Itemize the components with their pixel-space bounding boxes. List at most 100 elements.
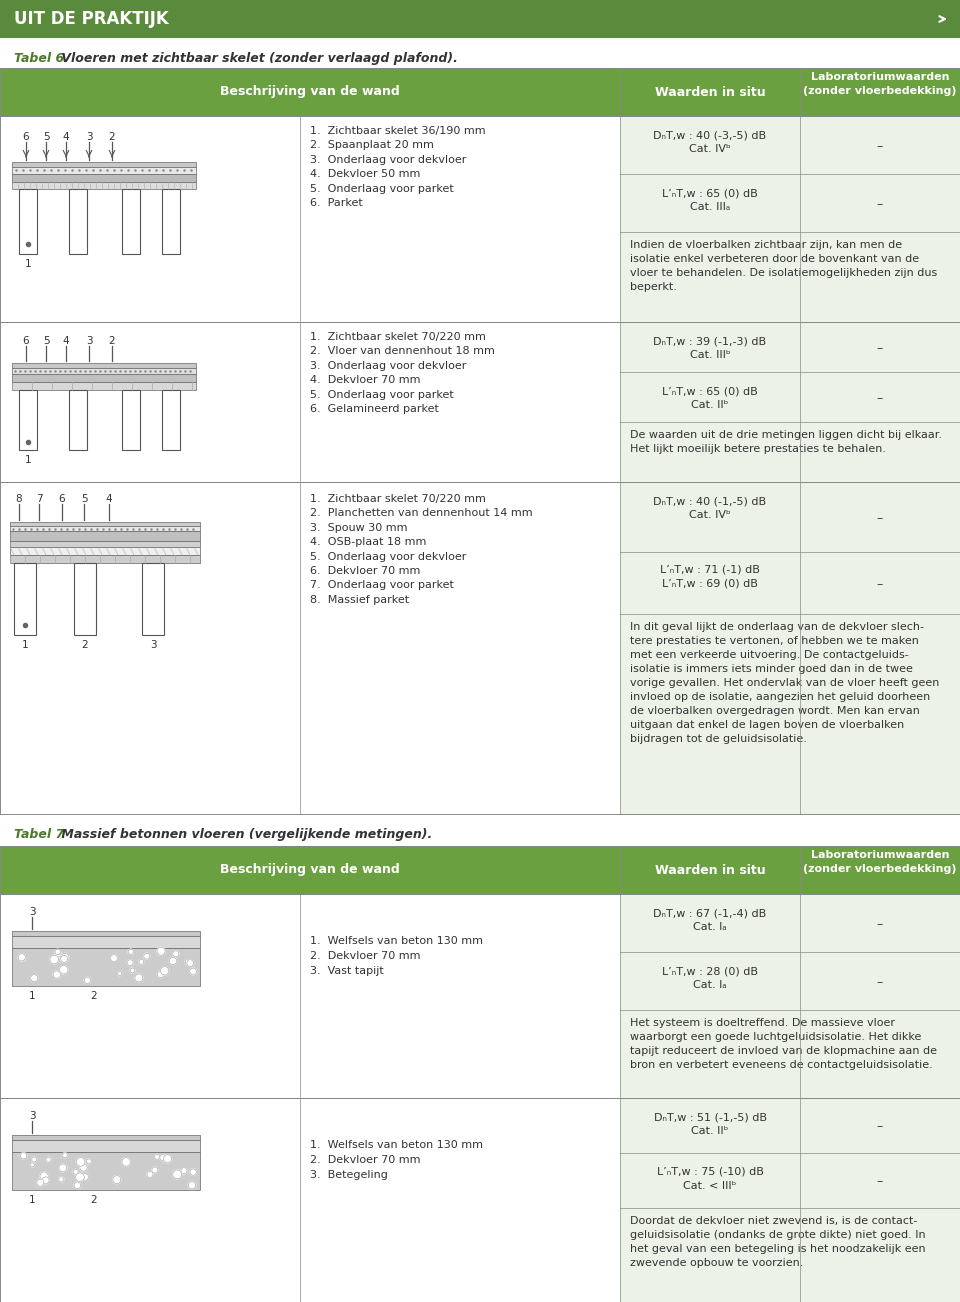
Text: 3: 3 [29,907,36,917]
Circle shape [36,1180,44,1186]
Text: Cat. IVᵇ: Cat. IVᵇ [689,145,731,154]
Circle shape [110,954,117,962]
Bar [620,68,800,116]
Text: 1: 1 [29,991,36,1001]
Bar [10,522,200,526]
Circle shape [20,1152,27,1159]
Text: Doordat de dekvloer niet zwevend is, is de contact-
geluidsisolatie (ondanks de : Doordat de dekvloer niet zwevend is, is … [630,1216,925,1268]
Text: 8: 8 [15,493,22,504]
Circle shape [173,950,179,957]
Text: 4: 4 [62,336,69,346]
Bar [620,1098,800,1154]
Text: Tabel 7: Tabel 7 [14,828,64,841]
Bar [10,531,200,542]
Bar [122,189,140,254]
Text: L’ₙT,w : 65 (0) dB: L’ₙT,w : 65 (0) dB [662,385,757,396]
Bar [12,182,196,189]
Bar [19,391,37,450]
Circle shape [18,954,25,961]
Text: Beschrijving van de wand: Beschrijving van de wand [220,863,400,876]
Bar [12,174,196,182]
Bar [620,1154,800,1208]
Text: L’ₙT,w : 71 (-1) dB: L’ₙT,w : 71 (-1) dB [660,564,760,574]
Circle shape [40,1172,48,1181]
Text: 5: 5 [42,132,49,142]
Circle shape [128,960,133,966]
Circle shape [59,1177,64,1182]
Circle shape [55,949,60,954]
Bar [0,322,620,482]
Text: 6: 6 [59,493,65,504]
Bar [74,562,96,635]
Text: UIT DE PRAKTIJK: UIT DE PRAKTIJK [14,10,169,29]
Text: L’ₙT,w : 28 (0) dB: L’ₙT,w : 28 (0) dB [662,966,758,976]
Circle shape [155,1155,159,1159]
Text: De waarden uit de drie metingen liggen dicht bij elkaar.
Het lijkt moeilijk bete: De waarden uit de drie metingen liggen d… [630,430,942,454]
Text: 1: 1 [25,259,32,270]
Text: Cat. IIᵇ: Cat. IIᵇ [691,1126,729,1137]
Text: In dit geval lijkt de onderlaag van de dekvloer slech-
tere prestaties te verton: In dit geval lijkt de onderlaag van de d… [630,622,940,743]
Circle shape [152,1167,157,1173]
Bar [12,161,196,167]
Text: 4: 4 [62,132,69,142]
Bar [12,374,196,381]
Circle shape [77,1157,84,1167]
Text: 7: 7 [36,493,42,504]
Circle shape [42,1177,49,1184]
Text: Massief betonnen vloeren (vergelijkende metingen).: Massief betonnen vloeren (vergelijkende … [57,828,432,841]
Text: 3: 3 [85,336,92,346]
Bar [800,482,960,552]
Circle shape [46,1157,51,1163]
Text: Cat. IVᵇ: Cat. IVᵇ [689,510,731,519]
Text: –: – [876,918,883,931]
Bar [0,846,620,894]
Circle shape [31,1163,35,1167]
Circle shape [159,1155,166,1160]
Circle shape [76,1173,84,1181]
Bar [12,1135,200,1141]
Circle shape [31,975,37,982]
Bar [620,422,960,482]
Text: –: – [876,1121,883,1134]
Circle shape [59,1164,67,1172]
Bar [800,174,960,232]
Circle shape [163,1155,172,1163]
Text: DₙT,w : 40 (-3,-5) dB: DₙT,w : 40 (-3,-5) dB [654,130,767,141]
Circle shape [157,947,165,956]
Text: 4: 4 [106,493,112,504]
Bar [620,846,800,894]
Bar [12,1141,200,1152]
Circle shape [86,1159,91,1164]
Circle shape [160,966,169,975]
Text: Cat. Iₐ: Cat. Iₐ [693,922,727,932]
Bar [10,526,200,531]
Bar [12,167,196,174]
Text: 1.  Zichtbaar skelet 70/220 mm
2.  Vloer van dennenhout 18 mm
3.  Onderlaag voor: 1. Zichtbaar skelet 70/220 mm 2. Vloer v… [310,332,494,414]
Circle shape [130,969,134,973]
Bar [10,547,200,555]
Text: –: – [876,976,883,990]
Bar [800,322,960,372]
Text: 2: 2 [108,336,115,346]
Bar [0,482,620,814]
Circle shape [53,971,60,978]
Bar [800,1154,960,1208]
Text: 1.  Zichtbaar skelet 36/190 mm
2.  Spaanplaat 20 mm
3.  Onderlaag voor dekvloer
: 1. Zichtbaar skelet 36/190 mm 2. Spaanpl… [310,126,486,208]
Circle shape [118,971,122,975]
Bar [620,232,960,322]
Bar [19,189,37,254]
Circle shape [185,960,190,963]
Text: Waarden in situ: Waarden in situ [655,863,765,876]
Bar [12,936,200,948]
Text: 2: 2 [90,1195,97,1204]
Text: L’ₙT,w : 75 (-10) dB: L’ₙT,w : 75 (-10) dB [657,1167,763,1177]
Text: Cat. IIIₐ: Cat. IIIₐ [690,202,731,212]
Text: Vloeren met zichtbaar skelet (zonder verlaagd plafond).: Vloeren met zichtbaar skelet (zonder ver… [57,52,458,65]
Text: Beschrijving van de wand: Beschrijving van de wand [220,86,400,99]
Text: Indien de vloerbalken zichtbaar zijn, kan men de
isolatie enkel verbeteren door : Indien de vloerbalken zichtbaar zijn, ka… [630,240,937,292]
Bar [620,322,800,372]
Bar [800,68,960,116]
Bar [12,948,200,986]
Text: 1.  Welfsels van beton 130 mm
2.  Dekvloer 70 mm
3.  Vast tapijt: 1. Welfsels van beton 130 mm 2. Dekvloer… [310,936,483,976]
Text: –: – [876,513,883,526]
